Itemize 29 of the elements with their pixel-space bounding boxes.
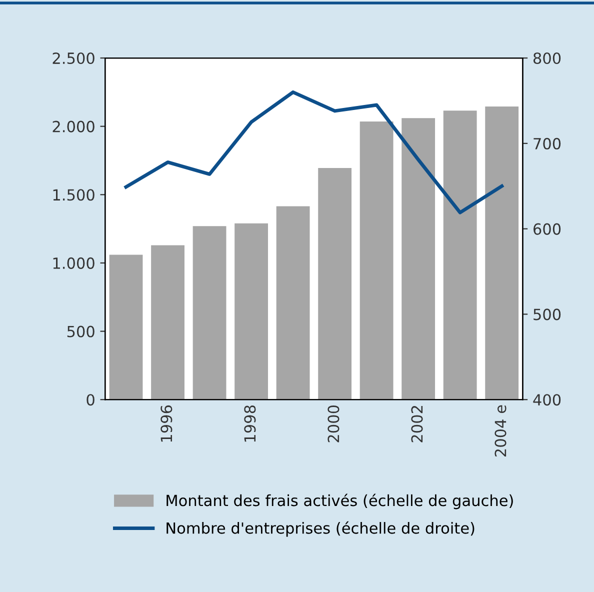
bar — [192, 226, 226, 400]
bar — [276, 206, 310, 400]
bar — [360, 122, 394, 400]
y-tick-label: 0 — [86, 394, 94, 406]
y-tick-label: 2.500 — [52, 52, 94, 64]
y2-tick-label: 800 — [533, 52, 561, 64]
bar — [318, 168, 352, 400]
bar — [151, 245, 184, 400]
y2-tick-label: 700 — [534, 138, 561, 150]
bar — [443, 110, 477, 400]
x-tick-label: 2002 — [411, 406, 423, 442]
x-tick-label: 2000 — [328, 405, 340, 442]
legend-label: Montant des frais activés (échelle de gauche) — [166, 494, 513, 510]
y-tick-label: 1.000 — [53, 257, 94, 269]
legend-label: Nombre d'entreprises (échelle de droite) — [166, 521, 474, 537]
y-tick-label: 1.500 — [53, 189, 94, 201]
y2-tick-label: 400 — [533, 394, 561, 406]
x-tick-label: 1998 — [244, 406, 256, 442]
bar — [234, 223, 268, 400]
y-tick-label: 2.000 — [52, 120, 94, 132]
bar — [485, 106, 519, 400]
line-series — [124, 90, 504, 214]
y-tick-label: 500 — [67, 326, 94, 338]
y2-tick-label: 500 — [534, 308, 561, 320]
y2-tick-label: 600 — [534, 223, 561, 235]
bar — [402, 118, 436, 400]
bar — [109, 254, 143, 400]
x-tick-label: 1996 — [160, 405, 172, 442]
x-tick-label: 2004 e — [494, 405, 506, 456]
